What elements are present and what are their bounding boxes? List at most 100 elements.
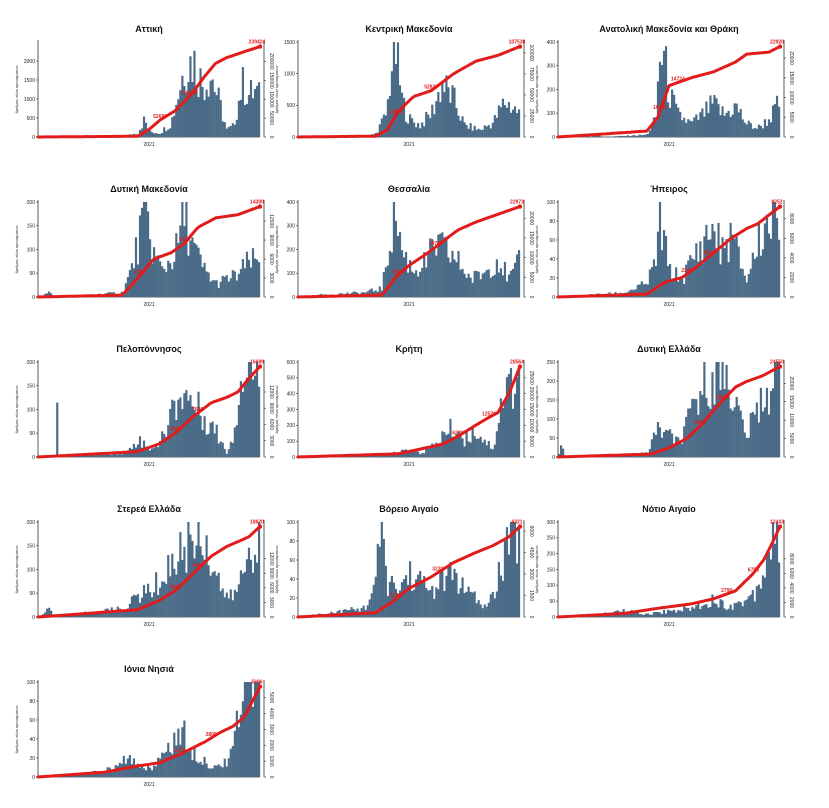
y-tick-label: 0 [32,295,35,301]
bar [737,246,740,297]
bar [628,136,631,137]
bar [382,114,385,137]
bar [489,128,492,137]
cumulative-mid-label: 9340 [695,420,706,426]
y-tick-label: 0 [552,455,555,461]
bar [433,445,436,457]
bar [384,267,387,297]
cumulative-end-point [777,204,783,209]
y-tick-label: 0 [552,135,555,141]
bar [648,269,651,297]
bar [82,773,85,777]
bar [467,586,470,617]
bar [775,522,779,617]
bar [406,272,410,297]
cumulative-end-label: 14300 [250,200,264,206]
bar [163,268,166,297]
bar [257,82,261,137]
bar [755,586,758,617]
cumulative-end-label: 18620 [250,520,264,526]
bar [457,250,460,297]
bar [140,765,144,777]
bar [116,765,119,777]
bar [215,575,218,617]
bar [640,135,643,137]
bar [759,255,762,297]
bar [183,226,186,297]
bar [392,202,396,297]
bar [247,259,251,297]
right-tick-label: 12000 [268,385,274,399]
bar [417,574,420,617]
bar [451,436,454,457]
bar [221,275,224,297]
right-tick-label: 12000 [268,214,274,228]
y-tick-label: 200 [27,360,36,366]
right-tick-label: 1500 [528,590,534,601]
bar [411,590,414,617]
bar [517,366,521,457]
bar [163,753,166,777]
cumulative-mid-label: 2240 [681,268,692,274]
y-tick-label: 300 [547,64,556,70]
bar [673,443,676,457]
bar [153,247,156,297]
bar [431,443,434,457]
bar [193,242,196,297]
bar [503,262,507,297]
bar [624,136,627,137]
right-tick-label: 15000 [528,403,534,417]
bar [253,88,257,137]
bar [640,614,643,617]
bar [453,568,456,617]
bar [769,238,773,297]
bar [215,280,218,297]
bar [693,259,696,297]
bar [731,410,734,457]
bar [477,271,480,297]
bar [660,250,664,297]
bar [733,103,736,137]
bar [396,42,400,137]
bar [227,127,230,137]
bar [233,427,236,457]
bar [415,579,418,617]
bar [735,103,738,137]
y-tick-label: 80 [29,699,35,705]
x-axis-label: 2021 [143,302,154,308]
bar [360,456,363,457]
bar [378,124,381,137]
y-tick-label: 200 [547,551,556,557]
bar [447,257,450,297]
bar [642,614,645,617]
bar [501,275,505,297]
right-tick-label: 0 [268,296,274,299]
bar [237,727,240,777]
bar [725,112,728,137]
right-tick-label: 100000 [528,45,534,62]
chart-panel: Στερεά Ελλάδα Αριθμός νέων κρουσμάτων 0 50 1… [14,504,274,628]
bar [163,581,166,617]
cumulative-end-point [257,204,263,209]
y-tick-label: 100 [547,111,556,117]
bar [487,440,490,457]
bar [654,612,658,617]
bar [417,451,420,457]
bar [499,268,502,297]
bar [648,614,651,617]
bar [483,272,486,297]
bar [717,607,720,617]
bar [767,552,771,617]
y-tick-label: 0 [32,775,35,781]
bar [249,682,253,777]
bar [419,128,422,137]
cumulative-line [296,45,522,139]
cumulative-mid-label: 6750 [748,567,759,573]
bar [199,415,202,457]
bar [715,604,718,617]
y-axis-label: Αριθμός νέων κρουσμάτων [14,385,19,433]
cumulative-end-label: 12443 [770,520,784,526]
bar [735,236,738,297]
cumulative-mid-label: 21886 [389,109,403,115]
bar [705,397,708,457]
